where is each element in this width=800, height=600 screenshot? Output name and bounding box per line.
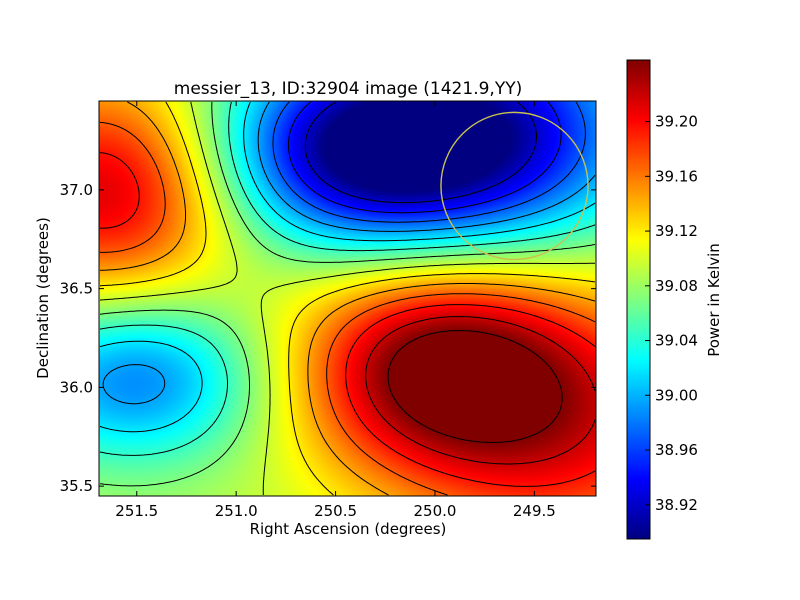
contour-level: [99, 101, 596, 433]
colorbar-axis: 38.92 38.96 39.00 39.04 39.08 39.12 39.16 39.20: [645, 113, 698, 514]
contour-level: [99, 101, 596, 456]
contour-level: [287, 101, 562, 214]
y-tick-label: 36.0: [60, 378, 93, 396]
y-axis: 35.5 36.0 36.5 37.0: [60, 181, 596, 495]
contour-level: [99, 101, 595, 495]
colorbar: 38.92 38.96 39.00 39.04 39.08 39.12 39.16 39.20: [626, 59, 698, 540]
heatmap-image: [99, 101, 596, 496]
x-axis-label: Right Ascension (degrees): [250, 520, 447, 538]
contour-level: [102, 101, 596, 405]
contour-level: [365, 316, 596, 465]
contour-lines: [99, 101, 596, 496]
chart-title: messier_13, ID:32904 image (1421.9,YY): [174, 79, 522, 99]
colorbar-tick-label: 38.96: [655, 441, 698, 459]
contour-level: [272, 101, 586, 223]
contour-level: [99, 121, 596, 496]
colorbar-tick-label: 39.20: [655, 113, 698, 131]
plot-area: [98, 100, 597, 497]
contour-level: [99, 152, 596, 487]
x-tick-label: 251.5: [115, 502, 158, 520]
colorbar-tick-label: 39.04: [655, 332, 698, 350]
x-axis: 251.5 251.0 250.5 250.0 249.5: [115, 101, 556, 520]
x-tick-label: 250.0: [413, 502, 456, 520]
contour-level: [387, 330, 563, 443]
plot-frame: [98, 100, 597, 497]
y-tick-label: 35.5: [60, 477, 93, 495]
x-tick-label: 250.5: [314, 502, 357, 520]
contour-level: [99, 102, 596, 487]
colorbar-tick-label: 39.12: [655, 222, 698, 240]
colorbar-tick-label: 39.00: [655, 386, 698, 404]
colorbar-image: [627, 60, 650, 539]
contour-level: [100, 101, 596, 496]
colorbar-tick-label: 39.08: [655, 277, 698, 295]
beam-circle: [440, 111, 589, 261]
contour-level: [304, 101, 537, 204]
colorbar-tick-label: 38.92: [655, 496, 698, 514]
contour-level: [99, 101, 596, 496]
x-tick-label: 251.0: [215, 502, 258, 520]
y-tick-label: 37.0: [60, 181, 93, 199]
x-tick-label: 249.5: [513, 502, 556, 520]
colorbar-tick-label: 39.16: [655, 167, 698, 185]
y-axis-label: Declination (degrees): [34, 217, 52, 379]
colorbar-label: Power in Kelvin: [705, 243, 723, 357]
colorbar-frame: [626, 59, 651, 540]
y-tick-label: 36.5: [60, 280, 93, 298]
